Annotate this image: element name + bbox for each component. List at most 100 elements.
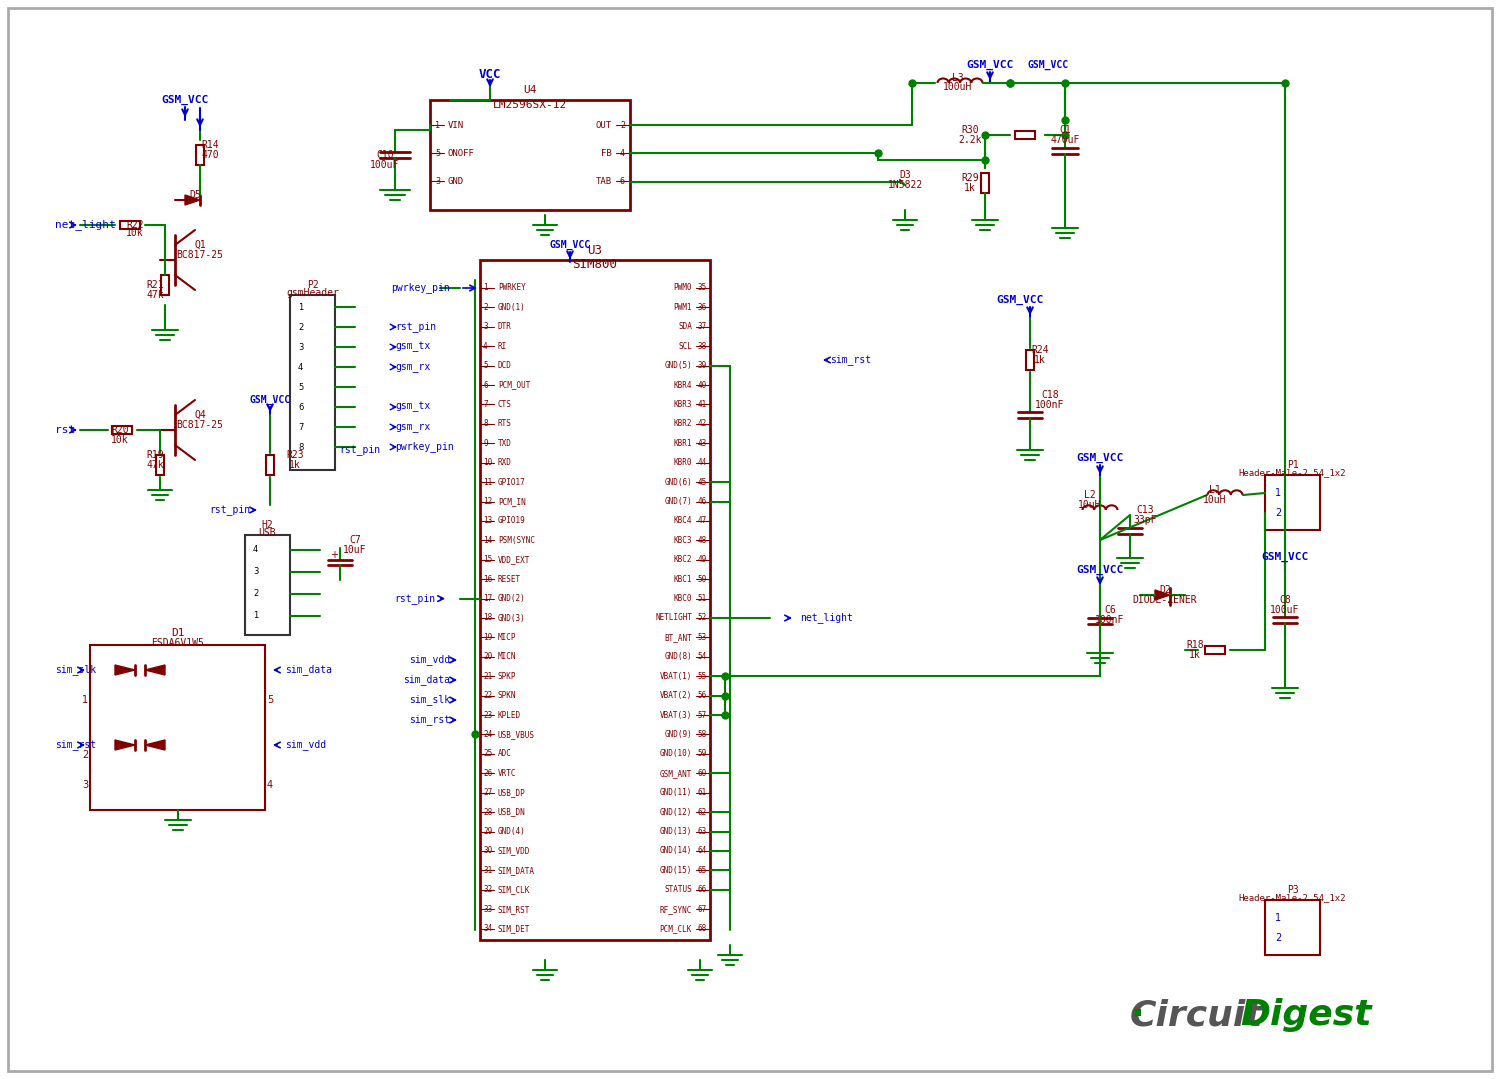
- Text: 2.2k: 2.2k: [958, 135, 981, 145]
- Text: sim_rst: sim_rst: [830, 355, 872, 366]
- Text: rst_pin: rst_pin: [209, 505, 251, 516]
- Text: 20: 20: [483, 653, 492, 661]
- Text: 1k: 1k: [290, 460, 302, 470]
- Text: 22: 22: [483, 692, 492, 700]
- Text: GSM_VCC: GSM_VCC: [966, 60, 1014, 70]
- Text: 2: 2: [82, 750, 88, 760]
- Text: R29: R29: [962, 173, 980, 183]
- Text: 1k: 1k: [1034, 355, 1046, 365]
- Polygon shape: [146, 665, 165, 675]
- Text: GSM_VCC: GSM_VCC: [1077, 565, 1124, 575]
- Text: 21: 21: [483, 672, 492, 681]
- Text: 470uF: 470uF: [1050, 135, 1080, 145]
- Text: BC817-25: BC817-25: [177, 250, 224, 260]
- Text: 10k: 10k: [111, 435, 129, 445]
- Text: 1N5822: 1N5822: [888, 180, 922, 190]
- Text: 33: 33: [483, 904, 492, 914]
- Text: 67: 67: [698, 904, 706, 914]
- Text: 2: 2: [620, 121, 626, 129]
- Text: gsm_tx: gsm_tx: [394, 401, 430, 412]
- Text: 11: 11: [483, 478, 492, 487]
- Text: 1: 1: [483, 284, 488, 292]
- Text: VBAT(2): VBAT(2): [660, 692, 692, 700]
- Bar: [290, 295, 334, 470]
- Text: 38: 38: [698, 342, 706, 351]
- Text: R20: R20: [111, 425, 129, 435]
- Text: GSM_VCC: GSM_VCC: [1077, 453, 1124, 463]
- Text: DCD: DCD: [498, 361, 512, 370]
- Text: sim_rst: sim_rst: [56, 739, 96, 751]
- Text: 49: 49: [698, 556, 706, 564]
- Text: 470: 470: [201, 150, 219, 160]
- Text: 28: 28: [483, 807, 492, 817]
- Text: 68: 68: [698, 924, 706, 933]
- Polygon shape: [184, 195, 200, 205]
- Text: 15: 15: [483, 556, 492, 564]
- Text: 3: 3: [254, 568, 258, 576]
- Bar: [1026, 350, 1033, 370]
- Bar: [1204, 646, 1225, 654]
- Text: 13: 13: [483, 517, 492, 525]
- Text: 3: 3: [82, 780, 88, 790]
- Text: R14: R14: [201, 140, 219, 150]
- Bar: [480, 260, 710, 940]
- Text: R19: R19: [146, 450, 164, 460]
- Text: sim_data: sim_data: [404, 674, 450, 685]
- Text: BC817-25: BC817-25: [177, 420, 224, 431]
- Text: KBC2: KBC2: [674, 556, 692, 564]
- Text: 57: 57: [698, 711, 706, 720]
- Text: 5: 5: [298, 382, 303, 392]
- Text: GND(8): GND(8): [664, 653, 692, 661]
- Text: 56: 56: [698, 692, 706, 700]
- Text: P1: P1: [1287, 460, 1299, 470]
- Text: pwrkey_pin: pwrkey_pin: [394, 441, 453, 452]
- Text: 10uF: 10uF: [344, 545, 366, 555]
- Text: KBR0: KBR0: [674, 459, 692, 467]
- Text: 50: 50: [698, 575, 706, 584]
- Text: SIM_RST: SIM_RST: [498, 904, 531, 914]
- Text: DIODE-ZENER: DIODE-ZENER: [1132, 595, 1197, 605]
- Text: 18: 18: [483, 614, 492, 623]
- Text: 42: 42: [698, 420, 706, 428]
- Text: SIM800: SIM800: [573, 259, 618, 272]
- Text: rst_pin: rst_pin: [339, 445, 380, 455]
- Text: GSM_ANT: GSM_ANT: [660, 769, 692, 778]
- Text: 55: 55: [698, 672, 706, 681]
- Text: SIM_DET: SIM_DET: [498, 924, 531, 933]
- Text: R18: R18: [1186, 640, 1204, 650]
- Text: GND(2): GND(2): [498, 595, 525, 603]
- Bar: [266, 455, 274, 475]
- Text: GND(9): GND(9): [664, 730, 692, 739]
- Text: PCM_OUT: PCM_OUT: [498, 381, 531, 390]
- Text: GND(15): GND(15): [660, 865, 692, 875]
- Text: USB_DN: USB_DN: [498, 807, 525, 817]
- Text: rst_pin: rst_pin: [394, 593, 435, 604]
- Text: D1: D1: [171, 628, 184, 638]
- Text: SDA: SDA: [678, 323, 692, 331]
- Text: 45: 45: [698, 478, 706, 487]
- Text: Q1: Q1: [194, 240, 206, 250]
- Text: 100uF: 100uF: [370, 160, 399, 170]
- Bar: [120, 221, 140, 229]
- Text: net_light: net_light: [800, 613, 853, 624]
- Text: C18: C18: [1041, 390, 1059, 400]
- Text: 31: 31: [483, 865, 492, 875]
- Text: 2: 2: [298, 323, 303, 331]
- Text: GND(7): GND(7): [664, 497, 692, 506]
- Text: VDD_EXT: VDD_EXT: [498, 556, 531, 564]
- Text: 24: 24: [483, 730, 492, 739]
- Text: 26: 26: [483, 769, 492, 778]
- Bar: [112, 426, 132, 434]
- Text: 48: 48: [698, 536, 706, 545]
- Text: 1: 1: [1275, 913, 1281, 923]
- Text: 37: 37: [698, 323, 706, 331]
- Text: sim_rst: sim_rst: [410, 714, 450, 725]
- Text: 40: 40: [698, 381, 706, 390]
- Bar: [981, 173, 988, 193]
- Text: SCL: SCL: [678, 342, 692, 351]
- Text: L1: L1: [1209, 484, 1221, 495]
- Text: 2: 2: [254, 589, 258, 599]
- Text: KBR2: KBR2: [674, 420, 692, 428]
- Text: KBC3: KBC3: [674, 536, 692, 545]
- Text: 7: 7: [483, 400, 488, 409]
